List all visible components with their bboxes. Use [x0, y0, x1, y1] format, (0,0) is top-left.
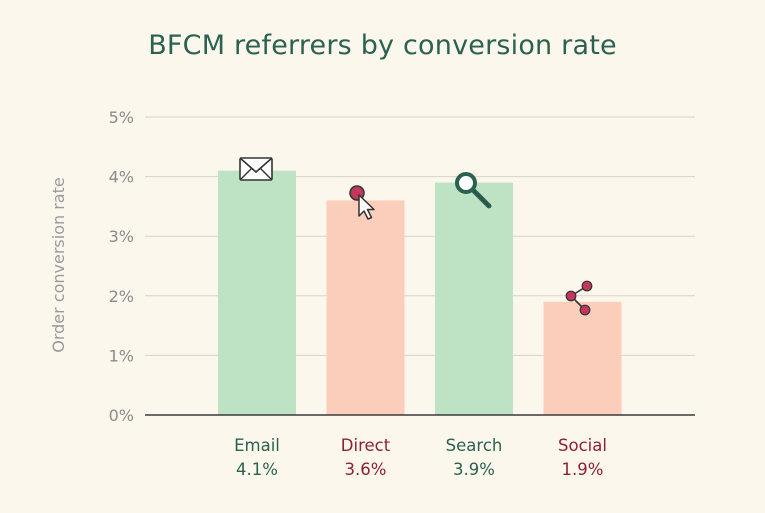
value-label-direct: 3.6% [345, 460, 387, 479]
magnifier-icon [455, 172, 492, 209]
envelope-icon [239, 157, 273, 181]
y-tick-label: 4% [109, 168, 134, 187]
category-label-direct: Direct [341, 436, 391, 455]
category-label-email: Email [234, 436, 280, 455]
y-tick-label: 2% [109, 287, 134, 306]
y-axis-label: Order conversion rate [49, 177, 68, 352]
cursor-click-icon [349, 185, 375, 220]
bars [218, 170, 622, 415]
category-label-search: Search [446, 436, 503, 455]
value-label-search: 3.9% [453, 460, 495, 479]
chart-title: BFCM referrers by conversion rate [148, 30, 617, 61]
value-label-email: 4.1% [236, 460, 278, 479]
bar-search [435, 182, 513, 415]
value-label-social: 1.9% [562, 460, 604, 479]
y-tick-label: 1% [109, 346, 134, 365]
bar-direct [326, 200, 405, 415]
y-tick-label: 5% [109, 108, 134, 127]
y-tick-labels: 0% 1% 2% 3% 4% 5% [109, 108, 134, 425]
share-icon [565, 280, 593, 316]
bar-email [218, 170, 296, 415]
y-tick-label: 0% [109, 406, 134, 425]
bar-social [543, 301, 622, 415]
y-tick-label: 3% [109, 227, 134, 246]
category-labels: Email 4.1% Direct 3.6% Search 3.9% Social 1.9% [234, 436, 607, 479]
category-label-social: Social [558, 436, 607, 455]
